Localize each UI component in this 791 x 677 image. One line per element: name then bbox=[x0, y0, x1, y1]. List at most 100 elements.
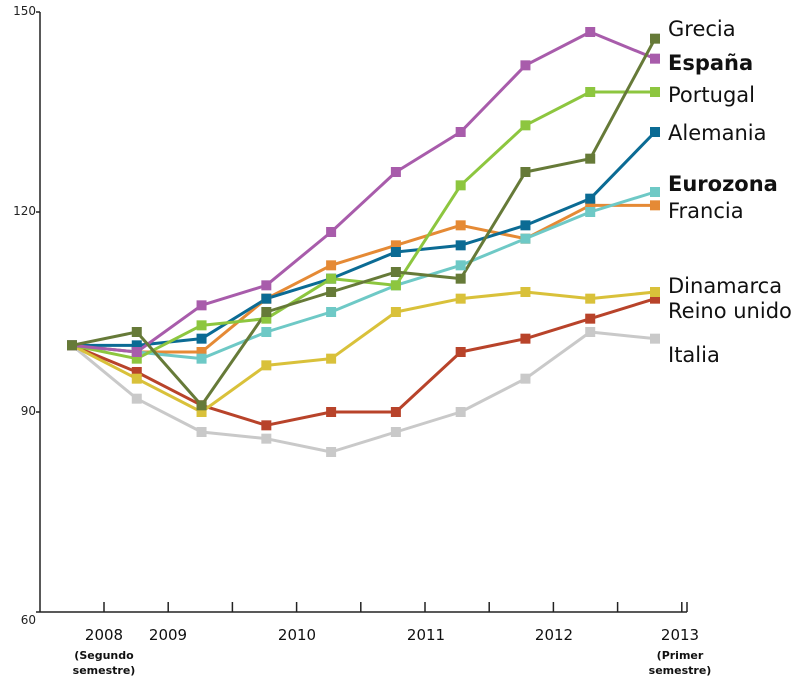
data-point bbox=[455, 127, 466, 137]
x-tick-label: 2011 bbox=[407, 626, 445, 644]
series-label: Grecia bbox=[668, 17, 736, 41]
data-point bbox=[261, 327, 272, 337]
data-point bbox=[585, 327, 596, 337]
series-label: Alemania bbox=[668, 121, 766, 145]
data-point bbox=[585, 313, 596, 324]
data-point bbox=[650, 33, 660, 44]
data-point bbox=[326, 227, 337, 237]
data-point bbox=[520, 220, 531, 231]
data-point bbox=[585, 153, 596, 164]
series-label: Francia bbox=[668, 199, 744, 223]
x-tick-sublabel: semestre) bbox=[649, 664, 712, 677]
x-tick-sublabel: (Primer bbox=[657, 649, 704, 662]
data-point bbox=[650, 87, 660, 97]
x-tick-sublabel: (Segundo bbox=[74, 649, 134, 662]
data-point bbox=[455, 273, 466, 284]
data-point bbox=[585, 27, 596, 37]
series-label: España bbox=[668, 51, 753, 75]
data-point bbox=[650, 127, 660, 137]
data-point bbox=[650, 53, 660, 64]
data-point bbox=[196, 300, 207, 311]
y-tick-label: 120 bbox=[13, 204, 36, 218]
data-point bbox=[520, 233, 531, 244]
data-point bbox=[326, 353, 337, 364]
data-point bbox=[455, 180, 466, 191]
data-point bbox=[326, 447, 337, 457]
data-point bbox=[520, 120, 531, 131]
data-point bbox=[520, 287, 531, 297]
data-point bbox=[585, 200, 596, 211]
data-point bbox=[196, 400, 207, 411]
data-point bbox=[650, 293, 660, 304]
data-point bbox=[131, 367, 142, 377]
data-point bbox=[131, 353, 142, 364]
data-point bbox=[131, 327, 142, 337]
data-point bbox=[326, 287, 337, 297]
data-point bbox=[131, 347, 142, 357]
y-tick-label: 150 bbox=[13, 4, 36, 18]
series-line-reino-unido bbox=[71, 297, 656, 427]
series-line-eurozona bbox=[71, 190, 656, 361]
x-tick-label: 2013 bbox=[661, 626, 699, 644]
x-tick-sublabel: semestre) bbox=[73, 664, 136, 677]
data-point bbox=[585, 87, 596, 97]
data-point bbox=[326, 273, 337, 284]
data-point bbox=[326, 307, 337, 317]
data-point bbox=[455, 407, 466, 417]
data-point bbox=[520, 167, 531, 177]
series-lines bbox=[71, 30, 657, 454]
data-point bbox=[585, 207, 596, 217]
data-point bbox=[196, 353, 207, 364]
data-point bbox=[131, 393, 142, 404]
data-point bbox=[455, 347, 466, 357]
data-point bbox=[196, 320, 207, 331]
data-point bbox=[390, 267, 401, 277]
data-point bbox=[650, 187, 660, 197]
data-point bbox=[650, 333, 660, 344]
series-label: Eurozona bbox=[668, 172, 778, 196]
data-point bbox=[261, 307, 272, 317]
series-line-dinamarca bbox=[71, 290, 656, 414]
data-point bbox=[390, 427, 401, 437]
series-label: Dinamarca bbox=[668, 274, 782, 298]
data-point bbox=[585, 293, 596, 304]
series-markers bbox=[67, 27, 660, 457]
series-line-portugal bbox=[71, 90, 655, 361]
data-point bbox=[131, 340, 142, 351]
series-labels: Grecia España Portugal Alemania Eurozona Fran… bbox=[668, 17, 791, 367]
data-point bbox=[455, 220, 466, 231]
data-point bbox=[520, 60, 531, 71]
data-point bbox=[261, 433, 272, 444]
data-point bbox=[390, 307, 401, 317]
data-point bbox=[520, 333, 531, 344]
axes: 60 90 120 150 2008 (Segundo semestre) 2009 2010 2… bbox=[13, 4, 711, 677]
data-point bbox=[261, 280, 272, 291]
x-tick-label: 2010 bbox=[278, 626, 316, 644]
data-point bbox=[261, 360, 272, 371]
data-point bbox=[196, 333, 207, 344]
data-point bbox=[261, 293, 272, 304]
data-point bbox=[326, 407, 337, 417]
series-label: Portugal bbox=[668, 83, 755, 107]
data-point bbox=[455, 293, 466, 304]
data-point bbox=[261, 420, 272, 431]
data-point bbox=[131, 373, 142, 384]
data-point bbox=[196, 407, 207, 417]
data-point bbox=[585, 193, 596, 204]
data-point bbox=[390, 407, 401, 417]
data-point bbox=[520, 373, 531, 384]
y-tick-label: 60 bbox=[21, 613, 36, 627]
series-label: Reino unido bbox=[668, 299, 791, 323]
x-tick-label: 2012 bbox=[535, 626, 573, 644]
data-point bbox=[390, 167, 401, 177]
x-tick-label: 2009 bbox=[149, 626, 187, 644]
data-point bbox=[455, 260, 466, 271]
data-point bbox=[67, 340, 77, 351]
x-tick-label: 2008 bbox=[85, 626, 123, 644]
data-point bbox=[650, 287, 660, 297]
data-point bbox=[196, 427, 207, 437]
data-point bbox=[650, 200, 660, 211]
y-tick-label: 90 bbox=[21, 404, 36, 418]
series-line-grecia bbox=[71, 37, 657, 407]
